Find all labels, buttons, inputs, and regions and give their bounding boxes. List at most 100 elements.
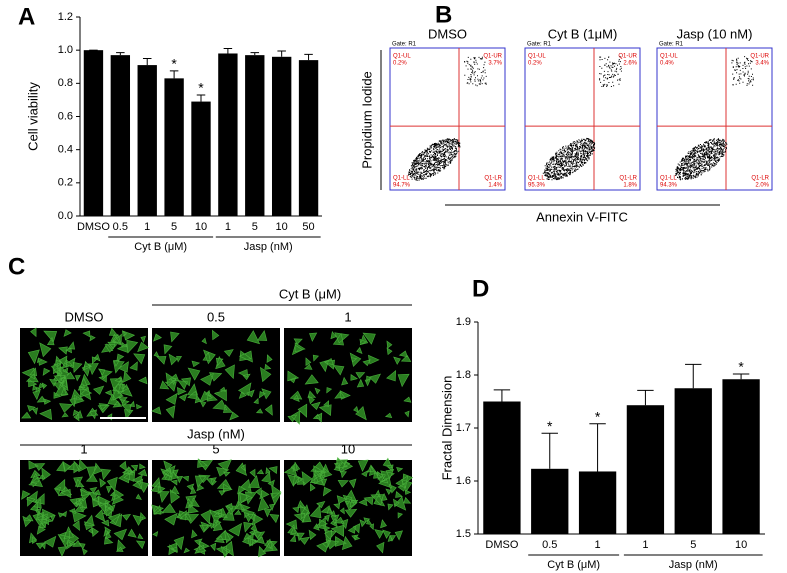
quadrant-value: 0.4% bbox=[660, 61, 674, 67]
image-label: 5 bbox=[212, 441, 219, 456]
x-tick-label: 1 bbox=[225, 221, 231, 233]
x-axis-label: Annexin V-FITC bbox=[536, 209, 628, 224]
error-bar bbox=[250, 52, 260, 56]
quadrant-name: Q1-UR bbox=[750, 54, 769, 60]
quadrant-value: 94.3% bbox=[660, 183, 678, 189]
gate-label: Gate: R1 bbox=[659, 42, 684, 48]
quadrant-name: Q1-UL bbox=[660, 54, 678, 60]
significance: * bbox=[595, 408, 601, 424]
quadrant-name: Q1-LR bbox=[484, 176, 502, 182]
quadrant-name: Q1-LL bbox=[528, 176, 545, 182]
quadrant-value: 1.8% bbox=[623, 183, 637, 189]
cells bbox=[150, 458, 282, 558]
bar bbox=[83, 50, 104, 216]
bar bbox=[578, 471, 617, 534]
bar bbox=[191, 101, 211, 216]
image-label: DMSO bbox=[65, 309, 104, 324]
group-label: Cyt B (μM) bbox=[279, 286, 341, 301]
x-tick-label: 5 bbox=[252, 221, 258, 233]
y-axis-label: Propidium Iodide bbox=[359, 71, 374, 169]
scatter-dots bbox=[675, 56, 754, 181]
quadrant-name: Q1-UL bbox=[393, 54, 411, 60]
group-label: Cyt B (μM) bbox=[134, 241, 187, 253]
x-tick-label: DMSO bbox=[77, 221, 110, 233]
panel-label: B bbox=[435, 1, 452, 28]
bar bbox=[626, 405, 665, 534]
y-tick-label: 1.0 bbox=[58, 44, 73, 56]
bar bbox=[110, 55, 131, 217]
quadrant-value: 3.7% bbox=[488, 61, 502, 67]
y-tick-label: 1.6 bbox=[456, 475, 471, 487]
significance: * bbox=[738, 359, 744, 375]
y-axis-label: Fractal Dimension bbox=[439, 376, 454, 481]
x-tick-label: 10 bbox=[276, 221, 288, 233]
image-label: 1 bbox=[344, 309, 351, 324]
scatter-dots bbox=[408, 56, 487, 181]
y-tick-label: 1.2 bbox=[58, 11, 73, 23]
cells bbox=[151, 329, 273, 421]
x-tick-label: 10 bbox=[735, 539, 747, 551]
quadrant-value: 0.2% bbox=[393, 61, 407, 67]
plot-frame bbox=[656, 47, 773, 191]
bar bbox=[164, 78, 184, 216]
scatter-dots bbox=[542, 56, 622, 181]
x-tick-label: 1 bbox=[642, 539, 648, 551]
plot-title: Jasp (10 nM) bbox=[677, 26, 753, 41]
y-tick-label: 0.8 bbox=[58, 77, 73, 89]
error-bar bbox=[589, 423, 606, 472]
y-tick-label: 0.0 bbox=[58, 210, 73, 222]
panel-label: A bbox=[18, 3, 35, 30]
cells bbox=[287, 330, 412, 425]
quadrant-name: Q1-UR bbox=[618, 54, 637, 60]
x-tick-label: 5 bbox=[690, 539, 696, 551]
quadrant-name: Q1-UL bbox=[528, 54, 546, 60]
significance: * bbox=[198, 80, 204, 96]
x-tick-label: 1 bbox=[595, 539, 601, 551]
error-bar bbox=[142, 57, 152, 66]
quadrant-value: 0.2% bbox=[528, 61, 542, 67]
cells bbox=[21, 459, 149, 557]
y-tick-label: 0.2 bbox=[58, 177, 73, 189]
quadrant-value: 94.7% bbox=[393, 183, 411, 189]
group-label: Cyt B (μM) bbox=[547, 559, 600, 571]
plot-frame bbox=[524, 47, 641, 191]
bar bbox=[245, 55, 265, 217]
bar bbox=[674, 388, 712, 534]
error-bar bbox=[169, 70, 179, 79]
cells bbox=[283, 457, 414, 554]
quadrant-value: 1.4% bbox=[488, 183, 502, 189]
plot-frame bbox=[389, 47, 506, 191]
bar bbox=[271, 56, 292, 216]
error-bar bbox=[116, 52, 125, 56]
image-label: 0.5 bbox=[207, 309, 225, 324]
plot-title: Cyt B (1μM) bbox=[548, 26, 618, 41]
bar bbox=[298, 60, 319, 216]
gate-label: Gate: R1 bbox=[527, 42, 552, 48]
y-tick-label: 1.9 bbox=[456, 316, 471, 328]
x-tick-label: 5 bbox=[171, 221, 177, 233]
x-tick-label: 10 bbox=[195, 221, 207, 233]
x-tick-label: DMSO bbox=[485, 539, 518, 551]
image-label: 10 bbox=[341, 441, 355, 456]
group-label: Jasp (nM) bbox=[244, 241, 293, 253]
y-tick-label: 1.7 bbox=[456, 422, 471, 434]
y-tick-label: 0.4 bbox=[58, 144, 73, 156]
y-axis-label: Cell viability bbox=[25, 82, 40, 151]
bar bbox=[531, 468, 569, 534]
quadrant-value: 2.6% bbox=[623, 61, 637, 67]
bar bbox=[218, 53, 238, 216]
panel-label: D bbox=[472, 275, 489, 302]
quadrant-name: Q1-LR bbox=[619, 176, 637, 182]
gate-label: Gate: R1 bbox=[392, 42, 417, 48]
image-label: 1 bbox=[80, 441, 87, 456]
cells bbox=[21, 327, 150, 422]
quadrant-value: 2.0% bbox=[755, 183, 769, 189]
error-bar bbox=[277, 50, 286, 57]
quadrant-name: Q1-LL bbox=[660, 176, 677, 182]
x-tick-label: 50 bbox=[302, 221, 314, 233]
bar bbox=[137, 65, 157, 216]
x-tick-label: 0.5 bbox=[113, 221, 128, 233]
error-bar bbox=[637, 389, 654, 406]
error-bar bbox=[541, 432, 558, 469]
